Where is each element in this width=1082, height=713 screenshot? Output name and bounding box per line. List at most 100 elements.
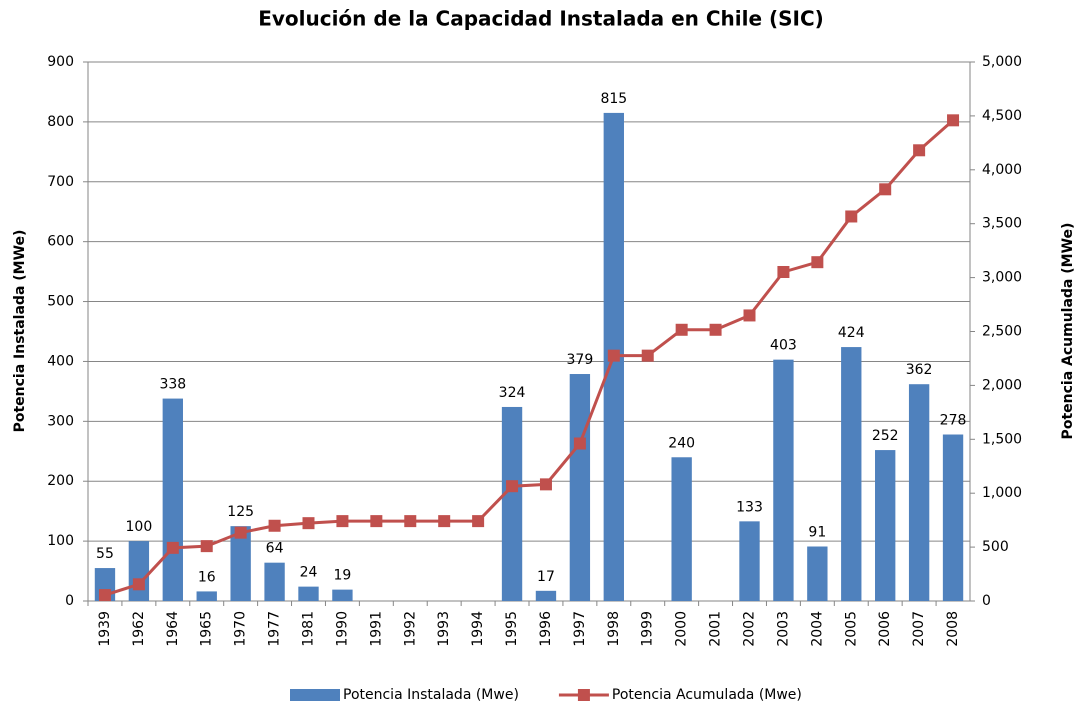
x-tick-label: 2005 [843, 611, 859, 647]
data-label: 338 [159, 377, 186, 393]
marker [336, 515, 349, 528]
marker [98, 589, 111, 602]
data-label: 24 [300, 565, 318, 581]
x-tick-label: 2002 [742, 611, 758, 647]
x-tick-label: 2000 [674, 611, 690, 647]
marker [641, 349, 654, 362]
x-tick-label: 1939 [97, 611, 113, 647]
marker [777, 265, 790, 278]
marker [743, 309, 756, 322]
x-tick-label: 1995 [504, 611, 520, 647]
chart-title: Evolución de la Capacidad Instalada en C… [258, 7, 824, 31]
marker [506, 480, 519, 493]
data-label: 100 [126, 519, 153, 535]
y2-tick-label: 1,500 [982, 431, 1022, 447]
x-tick-label: 2007 [911, 611, 927, 647]
data-label: 278 [940, 413, 967, 429]
x-tick-label: 2008 [945, 611, 961, 647]
y2-tick-label: 500 [982, 539, 1009, 555]
bar [739, 521, 760, 601]
legend-swatch [290, 689, 340, 701]
data-label: 403 [770, 338, 797, 354]
marker [947, 114, 960, 127]
data-label: 362 [906, 362, 933, 378]
y2-axis-title: Potencia Acumulada (MWe) [1060, 223, 1076, 440]
y-tick-label: 700 [47, 174, 74, 190]
bar [501, 406, 523, 601]
x-tick-label: 2004 [809, 611, 825, 647]
marker [539, 478, 552, 491]
y-tick-label: 200 [47, 473, 74, 489]
y-axis-title: Potencia Instalada (MWe) [12, 230, 28, 433]
x-tick-label: 2006 [877, 611, 893, 647]
marker [234, 526, 247, 539]
y-tick-label: 500 [47, 294, 74, 310]
marker [913, 144, 926, 157]
marker [302, 517, 315, 530]
marker [132, 578, 145, 591]
marker [811, 256, 824, 269]
bar [807, 546, 828, 601]
marker [607, 349, 620, 362]
bar [671, 457, 692, 601]
x-tick-label: 1994 [470, 611, 486, 647]
x-tick-label: 1990 [334, 611, 350, 647]
data-label: 64 [266, 541, 284, 557]
y2-tick-label: 4,500 [982, 108, 1022, 124]
bar [128, 541, 150, 601]
data-label: 379 [567, 352, 594, 368]
x-tick-label: 1977 [267, 611, 283, 647]
x-tick-label: 1970 [233, 611, 249, 647]
data-label: 55 [96, 546, 114, 562]
y2-tick-label: 4,000 [982, 162, 1022, 178]
y-tick-label: 400 [47, 353, 74, 369]
y2-tick-label: 1,000 [982, 485, 1022, 501]
data-label: 16 [198, 569, 216, 585]
bar [569, 374, 591, 601]
marker [370, 515, 383, 528]
y2-tick-label: 0 [982, 593, 991, 609]
x-tick-label: 2001 [708, 611, 724, 647]
y-tick-label: 800 [47, 114, 74, 130]
x-tick-label: 1964 [165, 611, 181, 647]
marker [845, 210, 858, 223]
data-label: 91 [808, 525, 826, 541]
data-label: 424 [838, 325, 865, 341]
y2-tick-label: 5,000 [982, 54, 1022, 70]
marker [268, 519, 281, 532]
data-label: 324 [499, 385, 526, 401]
y2-tick-label: 3,000 [982, 270, 1022, 286]
bar [841, 347, 862, 601]
data-label: 240 [668, 435, 695, 451]
legend-label: Potencia Instalada (Mwe) [343, 687, 519, 703]
y2-tick-label: 2,000 [982, 377, 1022, 393]
marker [879, 183, 892, 196]
marker [573, 437, 586, 450]
bar [535, 590, 557, 601]
bar [264, 562, 285, 601]
bar [298, 586, 319, 601]
marker [200, 540, 213, 553]
y-tick-label: 900 [47, 54, 74, 70]
data-label: 125 [227, 504, 254, 520]
y-tick-label: 300 [47, 413, 74, 429]
marker [675, 323, 688, 336]
bar [908, 384, 930, 601]
bar [230, 526, 251, 601]
legend-swatch [577, 689, 590, 701]
y-tick-label: 100 [47, 533, 74, 549]
bar [162, 398, 183, 601]
data-label: 19 [334, 568, 352, 584]
x-tick-label: 1991 [368, 611, 384, 647]
x-tick-label: 1981 [301, 611, 317, 647]
y2-tick-label: 3,500 [982, 216, 1022, 232]
legend-label: Potencia Acumulada (Mwe) [612, 687, 802, 703]
x-tick-label: 1998 [606, 611, 622, 647]
x-tick-label: 1997 [572, 611, 588, 647]
bar [332, 589, 353, 601]
x-tick-label: 1993 [436, 611, 452, 647]
bar [773, 359, 794, 601]
marker [166, 541, 179, 554]
marker [438, 515, 451, 528]
